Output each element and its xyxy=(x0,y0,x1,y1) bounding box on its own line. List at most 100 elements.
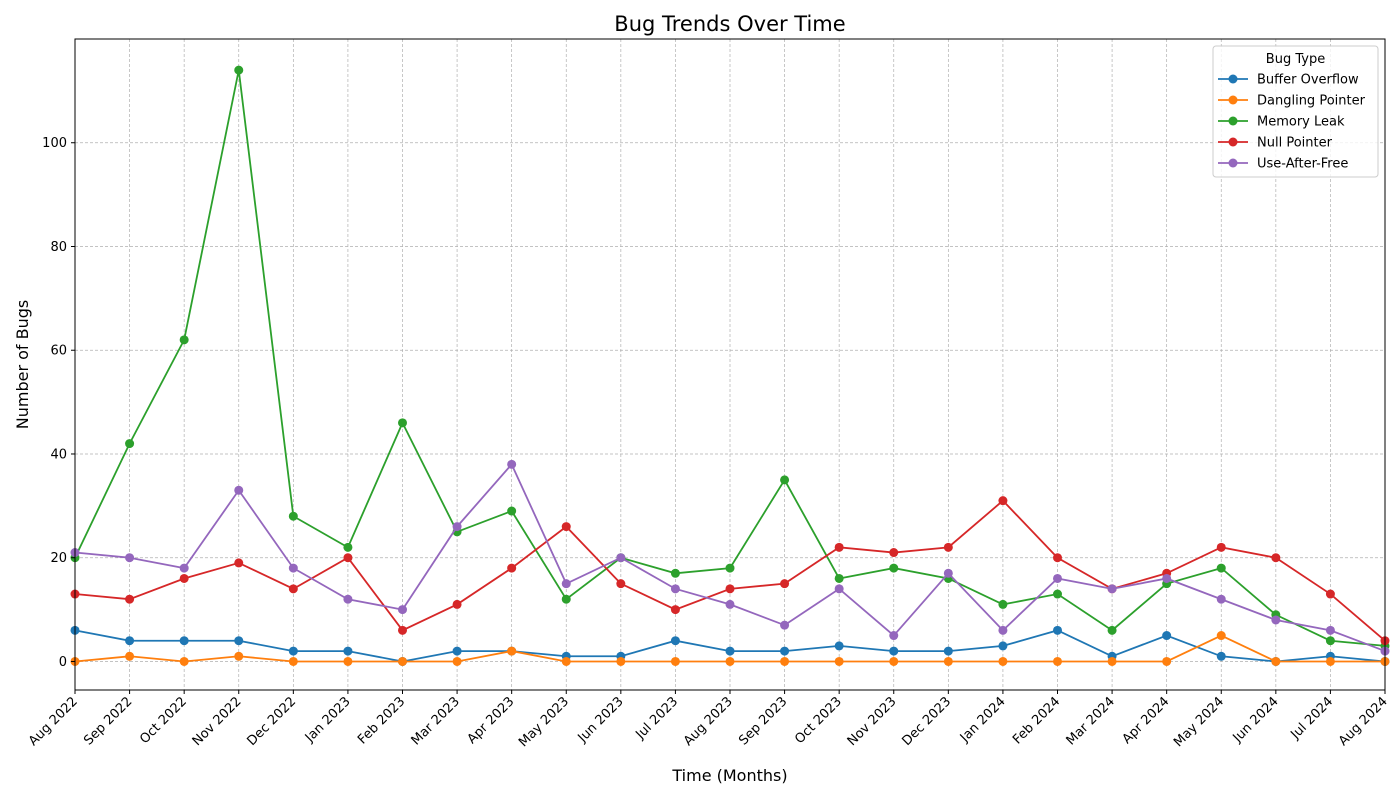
data-point xyxy=(343,646,353,656)
data-point xyxy=(398,418,407,428)
data-point xyxy=(725,656,735,666)
data-point xyxy=(561,656,571,666)
y-tick-label: 20 xyxy=(50,551,67,566)
data-point xyxy=(507,459,517,469)
data-point xyxy=(1053,589,1062,599)
data-point xyxy=(234,651,244,661)
data-point xyxy=(179,335,189,345)
data-point xyxy=(1053,625,1062,635)
data-point xyxy=(1216,631,1226,641)
data-point xyxy=(343,656,353,666)
y-tick-label: 0 xyxy=(59,655,67,670)
chart-title: Bug Trends Over Time xyxy=(614,12,845,36)
data-point xyxy=(943,656,953,666)
data-point xyxy=(1271,553,1281,563)
legend-title: Bug Type xyxy=(1266,52,1325,67)
data-point xyxy=(234,65,244,75)
data-point xyxy=(1271,656,1281,666)
legend-box xyxy=(1212,45,1379,178)
x-axis-label: Time (Months) xyxy=(671,766,787,785)
data-point xyxy=(1325,625,1335,635)
data-point xyxy=(834,542,844,552)
data-point xyxy=(1053,573,1062,583)
legend-item: Memory Leak xyxy=(1218,115,1345,130)
data-point xyxy=(834,573,844,583)
data-point xyxy=(234,558,244,568)
data-point xyxy=(670,636,680,646)
data-point xyxy=(179,656,189,666)
data-point xyxy=(125,594,135,604)
data-point xyxy=(398,625,407,635)
data-point xyxy=(1325,589,1335,599)
data-point xyxy=(452,522,462,532)
data-point xyxy=(343,594,353,604)
data-point xyxy=(179,573,189,583)
data-point xyxy=(561,579,571,589)
series-null-pointer xyxy=(70,496,1390,646)
data-point xyxy=(398,605,407,615)
data-point xyxy=(1107,656,1117,666)
data-point xyxy=(452,599,462,609)
data-point xyxy=(889,563,899,573)
data-point xyxy=(125,651,135,661)
data-point xyxy=(998,656,1008,666)
data-point xyxy=(1216,651,1226,661)
data-point xyxy=(507,646,517,656)
data-point xyxy=(998,599,1008,609)
legend-marker xyxy=(1228,74,1238,84)
data-point xyxy=(943,542,953,552)
data-point xyxy=(1162,656,1172,666)
data-point xyxy=(1162,573,1172,583)
data-point xyxy=(452,656,462,666)
data-point xyxy=(998,496,1008,506)
data-point xyxy=(179,636,189,646)
data-point xyxy=(343,553,353,563)
data-point xyxy=(234,636,244,646)
y-tick-label: 80 xyxy=(50,240,67,255)
data-point xyxy=(234,485,244,495)
data-point xyxy=(834,641,844,651)
legend-items: Buffer Overflow Dangling Pointer Memory Le… xyxy=(1218,73,1366,172)
legend-marker xyxy=(1228,116,1238,126)
data-point xyxy=(1216,542,1226,552)
data-point xyxy=(561,594,571,604)
data-point xyxy=(179,563,189,573)
data-point xyxy=(1107,625,1117,635)
series-group xyxy=(70,65,1390,666)
data-point xyxy=(1107,584,1117,594)
data-point xyxy=(1216,563,1226,573)
data-point xyxy=(616,579,626,589)
data-point xyxy=(561,522,571,532)
data-point xyxy=(1216,594,1226,604)
data-point xyxy=(725,599,735,609)
legend-item: Use-After-Free xyxy=(1218,157,1348,172)
data-point xyxy=(1325,656,1335,666)
data-point xyxy=(288,511,298,521)
data-point xyxy=(288,584,298,594)
data-point xyxy=(616,553,626,563)
data-point xyxy=(1053,656,1062,666)
legend-marker xyxy=(1228,95,1238,105)
data-point xyxy=(834,656,844,666)
data-point xyxy=(889,631,899,641)
data-point xyxy=(125,636,135,646)
data-point xyxy=(780,620,790,630)
legend-item: Dangling Pointer xyxy=(1218,94,1366,109)
data-point xyxy=(670,584,680,594)
data-point xyxy=(834,584,844,594)
y-tick-label: 60 xyxy=(50,344,67,359)
data-point xyxy=(780,475,790,485)
y-tick-label: 40 xyxy=(50,447,67,462)
data-point xyxy=(507,563,517,573)
legend-label: Dangling Pointer xyxy=(1257,94,1366,109)
data-point xyxy=(780,656,790,666)
data-point xyxy=(1325,636,1335,646)
series-dangling-pointer xyxy=(70,631,1390,666)
data-point xyxy=(998,625,1008,635)
data-point xyxy=(725,563,735,573)
legend-label: Memory Leak xyxy=(1257,115,1345,130)
legend: Bug Type Buffer Overflow Dangling Pointer… xyxy=(1212,45,1379,178)
y-tick-label: 100 xyxy=(42,136,67,151)
data-point xyxy=(889,646,899,656)
